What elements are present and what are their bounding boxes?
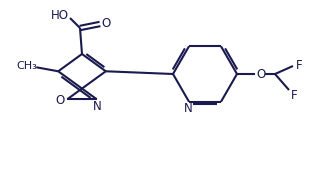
Text: O: O [256, 68, 266, 80]
Text: CH₃: CH₃ [17, 61, 38, 71]
Text: O: O [56, 94, 65, 107]
Text: F: F [291, 88, 297, 102]
Text: F: F [296, 59, 302, 71]
Text: HO: HO [51, 8, 69, 22]
Text: O: O [101, 16, 110, 30]
Text: N: N [93, 100, 102, 113]
Text: N: N [184, 102, 192, 115]
